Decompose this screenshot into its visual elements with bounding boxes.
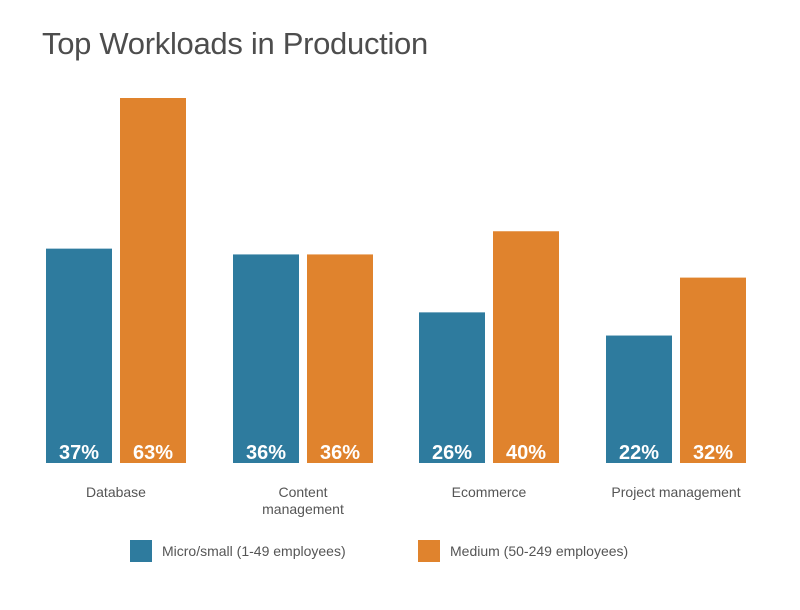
data-label-micro-small-2: 26% <box>432 442 472 464</box>
legend-item-medium[interactable]: Medium (50-249 employees) <box>418 540 628 562</box>
bar-micro-small-3 <box>606 335 672 463</box>
bar-medium-1 <box>307 254 373 463</box>
category-label-2: Ecommerce <box>452 484 527 500</box>
data-label-micro-small-3: 22% <box>619 442 659 464</box>
bar-medium-0 <box>120 98 186 463</box>
bar-micro-small-1 <box>233 254 299 463</box>
data-label-medium-3: 32% <box>693 442 733 464</box>
data-label-medium-0: 63% <box>133 442 173 464</box>
legend: Micro/small (1-49 employees) Medium (50-… <box>0 540 800 566</box>
data-label-micro-small-1: 36% <box>246 442 286 464</box>
category-label-0: Database <box>86 484 146 500</box>
bar-micro-small-0 <box>46 248 112 463</box>
legend-label-medium: Medium (50-249 employees) <box>450 543 629 559</box>
chart-title: Top Workloads in Production <box>42 26 428 61</box>
category-label-3: Project management <box>611 484 740 500</box>
bar-micro-small-2 <box>419 312 485 463</box>
bar-medium-3 <box>680 277 746 463</box>
data-label-medium-2: 40% <box>506 442 546 464</box>
bar-medium-2 <box>493 231 559 463</box>
bar-chart: 37% 63% Database 36% 36% Content management 26%… <box>46 98 746 517</box>
data-label-micro-small-0: 37% <box>59 442 99 464</box>
category-label-1: Content management <box>262 484 344 517</box>
legend-swatch-micro-small <box>130 540 152 562</box>
data-label-medium-1: 36% <box>320 442 360 464</box>
legend-item-micro-small[interactable]: Micro/small (1-49 employees) <box>130 540 346 562</box>
legend-label-micro-small: Micro/small (1-49 employees) <box>162 543 346 559</box>
legend-swatch-medium <box>418 540 440 562</box>
